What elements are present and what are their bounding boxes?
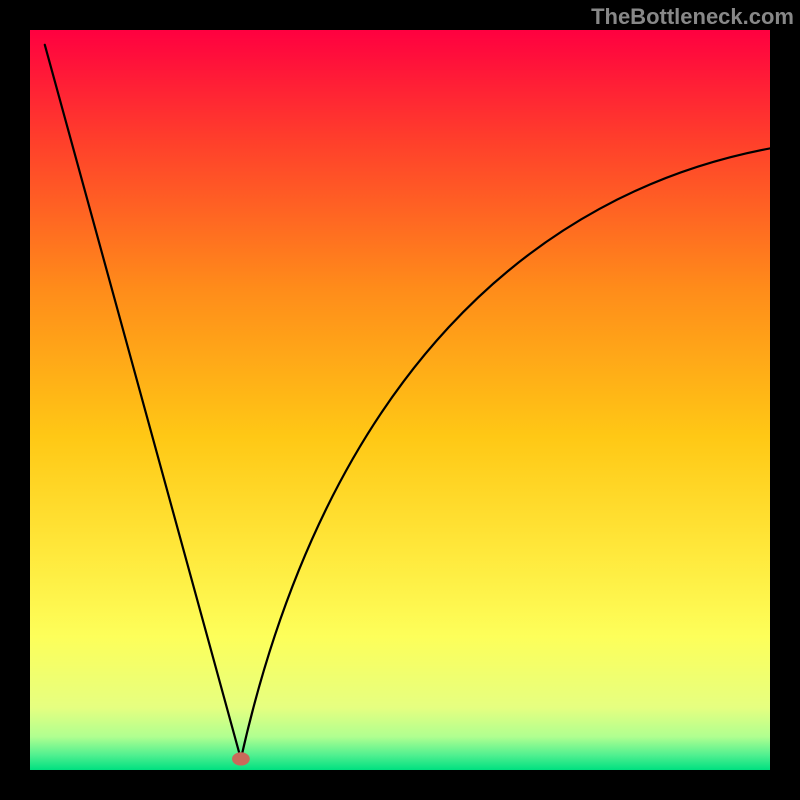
chart-container: TheBottleneck.com <box>0 0 800 800</box>
attribution-label: TheBottleneck.com <box>591 4 794 30</box>
plot-area <box>30 30 770 770</box>
minimum-marker <box>232 752 250 765</box>
chart-svg <box>30 30 770 770</box>
chart-background <box>30 30 770 770</box>
